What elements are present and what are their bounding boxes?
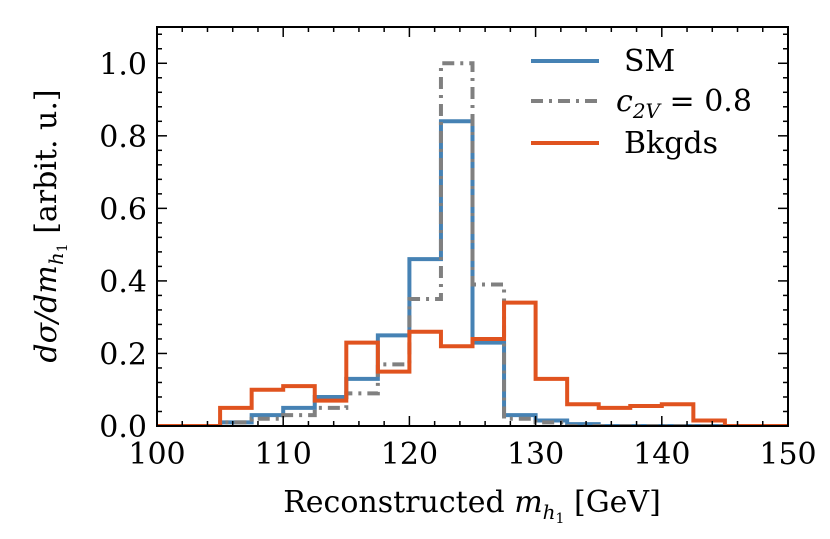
x-tick-labels: 100 110 120 130 140 150: [128, 437, 816, 472]
y-tick-label: 0.6: [99, 192, 147, 227]
series-line-bkgds: [157, 300, 788, 427]
y-axis-title: dσ/dmh1 [arbit. u.]: [29, 89, 71, 362]
x-tick-label: 100: [128, 437, 185, 472]
y-tick-label: 0.2: [99, 337, 147, 372]
y-tick-label: 1.0: [99, 47, 147, 82]
legend-label-c2v: c2V = 0.8: [616, 84, 752, 123]
x-tick-label: 110: [255, 437, 312, 472]
legend: SM c2V = 0.8 Bkgds: [531, 44, 752, 161]
series-line-sm: [157, 119, 788, 427]
legend-label-sm: SM: [624, 44, 675, 79]
y-tick-label: 0.0: [99, 410, 147, 445]
x-axis-title: Reconstructed mh1 [GeV]: [283, 485, 661, 527]
y-tick-label: 0.8: [99, 120, 147, 155]
y-tick-labels: 0.0 0.2 0.4 0.6 0.8 1.0: [99, 47, 147, 445]
x-tick-label: 120: [381, 437, 438, 472]
ticks-layer: [156, 27, 789, 427]
x-tick-label: 140: [633, 437, 690, 472]
plot-frame: [156, 26, 789, 427]
legend-label-bkgds: Bkgds: [624, 126, 718, 161]
y-tick-label: 0.4: [99, 265, 147, 300]
x-tick-label: 150: [759, 437, 816, 472]
x-tick-label: 130: [507, 437, 564, 472]
